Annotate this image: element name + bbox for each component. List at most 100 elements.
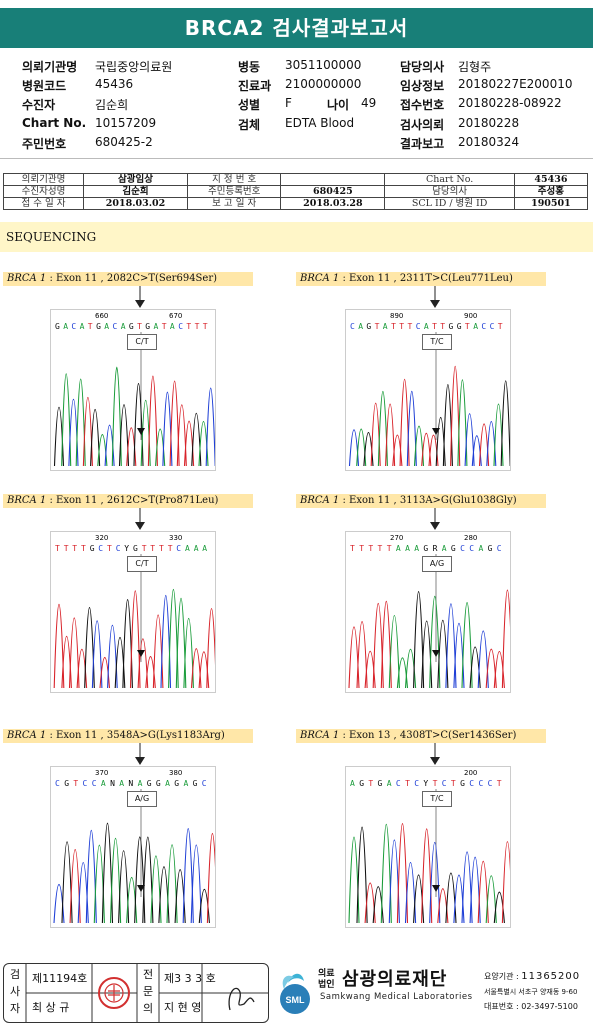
base-call: C (469, 779, 474, 788)
facility-code-label: 요양기관 : (484, 972, 522, 981)
base-call: C (416, 322, 421, 331)
report-title: BRCA2 검사결과보고서 (0, 8, 593, 48)
trace-peak (168, 589, 179, 689)
trace-peak (206, 832, 215, 924)
base-call: T (73, 779, 78, 788)
inspector-name: 최 상 규 (32, 1001, 70, 1014)
base-call: T (440, 322, 445, 331)
base-call: A (350, 779, 355, 788)
base-call: T (162, 322, 167, 331)
base-call: T (387, 544, 392, 553)
variant-marker-icon (432, 650, 440, 657)
trace-peak (429, 595, 441, 689)
trace-peak (385, 403, 396, 467)
trace-peak (68, 617, 80, 689)
trace-peak (198, 888, 210, 924)
base-call: G (55, 322, 60, 331)
base-call: T (64, 544, 69, 553)
trace-peak (101, 822, 114, 924)
hospital-code-label: 병원코드 (22, 79, 67, 93)
summary-value: 2018.03.28 (280, 197, 386, 210)
trace-peak (175, 597, 187, 689)
base-call: G (359, 779, 364, 788)
base-call: T (55, 544, 60, 553)
trace-peak (91, 620, 103, 689)
base-call: T (150, 544, 155, 553)
variant-label: BRCA 1 : Exon 11 , 3548A>G(Lys1183Arg) (3, 729, 253, 743)
base-call: C (442, 779, 447, 788)
base-call: G (488, 544, 493, 553)
resident-no-value: 680425-2 (95, 135, 153, 149)
base-call: C (497, 544, 502, 553)
chromatogram: 320 330 T T T T G C T C Y G T T T T C A A A C/T (50, 531, 216, 693)
base-call: A (80, 322, 85, 331)
base-call: T (375, 322, 380, 331)
chromatogram: 890 900 C A G T A T T T C A T T G G T A C C T T/C (345, 309, 511, 471)
base-call: T (350, 544, 355, 553)
base-call: C (116, 544, 121, 553)
gene-name: BRCA 1 (300, 273, 340, 284)
trace-peak (396, 823, 409, 924)
summary-value: 김순희 (82, 185, 189, 198)
base-call: A (165, 779, 170, 788)
trace-peak (477, 630, 489, 689)
trace-peak (169, 380, 180, 467)
org-prefix-top: 의료 (318, 969, 335, 979)
variant-description: : Exon 11 , 2612C>T(Pro871Leu) (46, 495, 219, 506)
position-number: 320 (95, 534, 108, 542)
base-call: T (399, 322, 404, 331)
trace-peak (69, 849, 81, 924)
trace-peak (406, 391, 417, 467)
base-call: C (481, 322, 486, 331)
phone: 대표번호 : 02-3497-5100 (484, 1001, 578, 1012)
logo-text: SML (286, 995, 306, 1005)
trace-peak (190, 844, 202, 924)
trace-peak (429, 842, 441, 924)
base-call: G (449, 322, 454, 331)
pointer-arrow-icon (135, 286, 145, 308)
base-call: T (378, 544, 383, 553)
trace-peak (205, 387, 215, 467)
summary-value: 주성홍 (513, 185, 589, 198)
signature-grid (25, 964, 268, 1022)
trace-peak (107, 624, 118, 689)
base-call: A (184, 779, 189, 788)
base-call: T (159, 544, 164, 553)
base-call: A (170, 322, 175, 331)
base-call: G (145, 322, 150, 331)
base-call: A (138, 779, 143, 788)
base-call: A (202, 544, 207, 553)
position-number: 890 (390, 312, 403, 320)
base-call: C (460, 544, 465, 553)
pointer-arrow-icon (430, 286, 440, 308)
trace-peak (150, 855, 162, 924)
trace-peak (485, 875, 497, 924)
variant-marker-icon (137, 428, 145, 435)
phone-label: 대표번호 : (484, 1002, 522, 1011)
base-call: C (490, 322, 495, 331)
report-date-value: 20180324 (458, 135, 520, 149)
address: 서울특별시 서초구 양재동 9-60 (484, 988, 578, 996)
trace-peak (129, 590, 141, 689)
variant-label: BRCA 1 : Exon 11 , 2612C>T(Pro871Leu) (3, 494, 253, 508)
chart-no-value: 10157209 (95, 116, 157, 130)
trace-peak (53, 603, 65, 689)
chromatogram: 370 380 C G T C C A N A N A G G A G A G C A/G (50, 766, 216, 928)
trace-peak (493, 891, 505, 924)
base-call: A (101, 779, 106, 788)
hospital-value: 국립중앙의료원 (95, 60, 173, 74)
base-call: A (473, 322, 478, 331)
base-call: G (64, 779, 69, 788)
clinical-info-value: 20180227E200010 (458, 77, 573, 91)
request-date-value: 20180228 (458, 116, 520, 130)
trace-peak (356, 826, 368, 924)
variant-marker-icon (137, 650, 145, 657)
pointer-arrow-icon (430, 743, 440, 765)
reviewer-license: 제3 3 3 호 (164, 972, 216, 985)
patient-value: 김순희 (95, 98, 129, 112)
base-call: C (83, 779, 88, 788)
base-call: G (366, 322, 371, 331)
org-name: 삼광의료재단 (342, 969, 448, 990)
